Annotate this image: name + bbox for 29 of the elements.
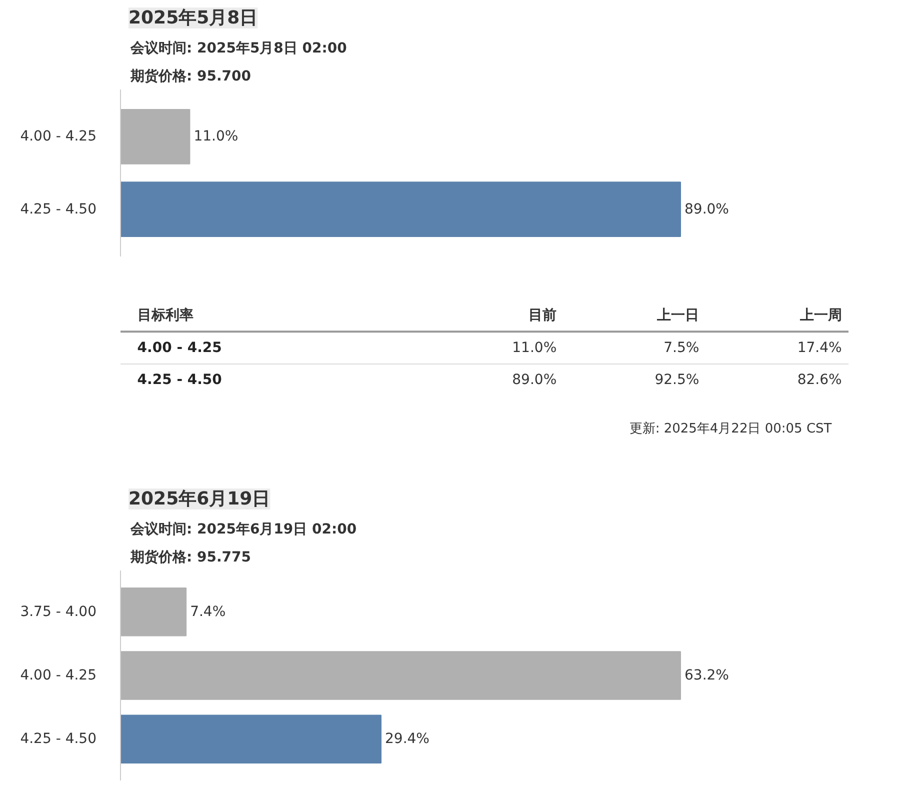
category-label: 4.00 - 4.25: [137, 340, 222, 356]
data-label: 82.6%: [797, 372, 842, 388]
data-label: 7.5%: [664, 340, 700, 356]
text: 目前: [528, 307, 557, 324]
data-label: 7.4%: [190, 604, 226, 620]
text: 目标利率: [137, 306, 194, 324]
chart-title: 2025年6月19日: [128, 488, 270, 510]
text: 更新: 2025年4月22日 00:05 CST: [629, 421, 832, 436]
chart-title: 2025年5月8日: [128, 8, 258, 28]
data-label: 29.4%: [385, 731, 430, 748]
data-label: 92.5%: [654, 372, 700, 388]
y-tick-label: 4.25 - 4.50: [20, 731, 96, 748]
y-tick-label: 3.75 - 4.00: [20, 604, 96, 620]
data-label: 17.4%: [797, 340, 842, 356]
data-label: 63.2%: [684, 668, 729, 684]
y-tick-label: 4.25 - 4.50: [20, 201, 96, 218]
text: 上一日: [656, 307, 700, 324]
data-label: 89.0%: [684, 201, 729, 218]
data-label: 11.0%: [512, 340, 557, 356]
data-label: 11.0%: [194, 128, 238, 145]
y-tick-label: 4.00 - 4.25: [20, 128, 96, 145]
text: 会议时间: 2025年6月19日 02:00: [130, 520, 357, 538]
text: 期货价格: 95.775: [130, 550, 251, 566]
y-tick-label: 4.00 - 4.25: [20, 668, 96, 684]
data-label: 89.0%: [512, 372, 557, 388]
category-label: 4.25 - 4.50: [137, 372, 222, 388]
text: 上一周: [798, 307, 842, 324]
text: 会议时间: 2025年5月8日 02:00: [130, 40, 348, 56]
text: 期货价格: 95.700: [130, 68, 252, 84]
